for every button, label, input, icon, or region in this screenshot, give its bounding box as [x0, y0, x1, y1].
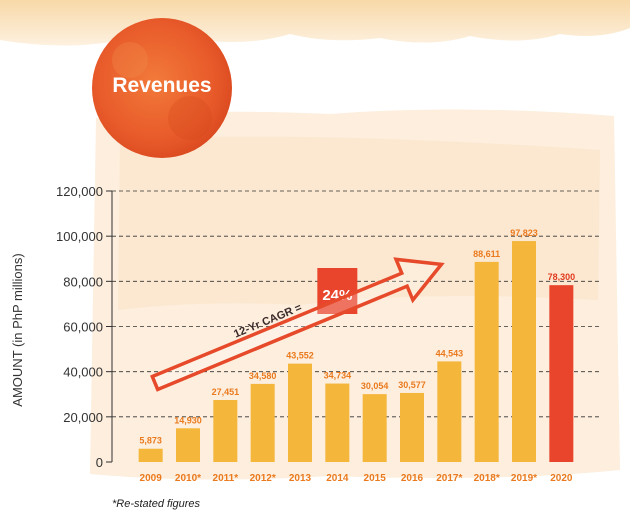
bar — [437, 361, 462, 462]
x-tick-label: 2020 — [550, 473, 573, 484]
data-label: 14,930 — [174, 415, 202, 425]
data-label: 30,054 — [361, 381, 389, 391]
y-axis-title: AMOUNT (in PhP millions) — [10, 253, 25, 406]
data-label: 34,734 — [324, 371, 352, 381]
label-layer: 5,873 2009 14,930 2010* 27,451 2011* 34,580 201… — [139, 228, 575, 484]
y-tick-label: 100,000 — [56, 229, 103, 244]
data-label: 97,823 — [510, 228, 538, 238]
footnote: *Re-stated figures — [112, 498, 201, 510]
x-tick-label: 2012* — [250, 473, 276, 484]
badge-splash — [112, 42, 148, 78]
x-tick-label: 2017* — [436, 473, 462, 484]
y-tick-label: 20,000 — [63, 410, 103, 425]
x-tick-label: 2015 — [364, 473, 387, 484]
arrow-outline — [150, 257, 445, 392]
bar-layer — [138, 241, 574, 462]
badge-splash — [168, 96, 212, 140]
x-tick-label: 2010* — [175, 473, 201, 484]
x-tick-label: 2019* — [511, 473, 537, 484]
y-tick-label: 60,000 — [63, 320, 103, 335]
data-label: 44,543 — [436, 348, 464, 358]
data-label: 78,300 — [548, 272, 576, 282]
y-tick-label: 80,000 — [63, 274, 103, 289]
bar — [176, 428, 200, 462]
data-label: 27,451 — [212, 387, 240, 397]
bar — [549, 285, 574, 462]
data-label: 34,580 — [249, 371, 277, 381]
x-tick-label: 2011* — [213, 473, 239, 484]
bar — [362, 394, 387, 462]
cagr-value: 24% — [322, 287, 352, 304]
page-title: Revenues — [112, 74, 212, 97]
bar — [400, 392, 424, 462]
bar — [288, 363, 312, 462]
y-tick-label: 120,000 — [56, 184, 103, 199]
x-tick-label: 2014 — [326, 473, 349, 484]
x-tick-label: 2009 — [140, 473, 163, 484]
title-badge — [92, 18, 232, 158]
bar — [250, 383, 275, 462]
axis-layer: 0 20,000 40,000 60,000 80,000 100,000 120,000 — [56, 184, 113, 470]
data-label: 88,611 — [473, 249, 500, 259]
bar — [512, 241, 536, 462]
bar — [138, 448, 163, 462]
x-tick-label: 2018* — [474, 473, 500, 484]
bar — [213, 400, 238, 462]
y-tick-label: 0 — [96, 455, 103, 470]
data-label: 43,552 — [286, 351, 314, 361]
x-tick-label: 2013 — [289, 473, 312, 484]
bar — [325, 383, 350, 462]
data-label: 5,873 — [139, 436, 162, 446]
y-tick-label: 40,000 — [63, 365, 103, 380]
bar — [474, 261, 499, 462]
data-label: 30,577 — [398, 380, 426, 390]
x-tick-label: 2016 — [401, 473, 424, 484]
